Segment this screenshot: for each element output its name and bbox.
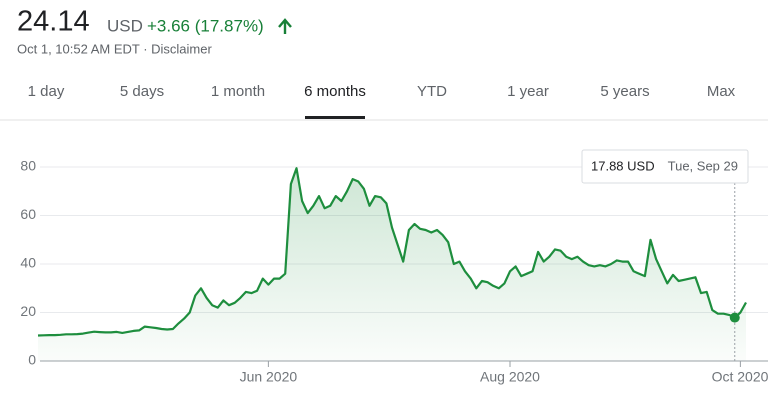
tab[interactable]: 6 months [304,83,366,100]
currency: USD [107,16,143,35]
tab[interactable]: 5 days [120,83,164,100]
y-tick-label: 80 [20,158,36,174]
tab[interactable]: Max [707,83,736,100]
tooltip-price: 17.88 USD [591,158,655,173]
area-fill [38,168,746,361]
x-tick-label: Aug 2020 [480,369,540,385]
tab[interactable]: 1 year [507,83,549,100]
tabs: 1 day 5 days 1 month 6 months YTD 1 year 5 yea… [28,83,736,119]
y-tick-label: 20 [20,303,36,319]
timestamp: Oct 1, 10:52 AM EDT · Disclaimer [17,41,212,56]
tooltip-box [581,149,749,184]
x-tick-label: Jun 2020 [240,369,298,385]
tab[interactable]: 5 years [600,83,649,100]
tab-underline [305,116,365,119]
tab[interactable]: YTD [417,83,447,100]
hover-dot [729,312,740,323]
price: 24.14 [17,6,90,38]
tab[interactable]: 1 day [28,83,65,100]
y-tick-label: 0 [28,352,36,368]
price-line [37,167,747,337]
y-tick-label: 60 [20,206,36,222]
x-tick-label: Oct 2020 [712,369,768,385]
tooltip-date: Tue, Sep 29 [668,158,738,173]
up-arrow [278,18,292,34]
tab[interactable]: 1 month [211,83,265,100]
chart: 0 20 40 60 80 Jun 2020 Aug 2020 Oct 2020 17.88 U… [20,149,768,385]
change: +3.66 (17.87%) [147,16,264,35]
y-tick-label: 40 [20,255,36,271]
